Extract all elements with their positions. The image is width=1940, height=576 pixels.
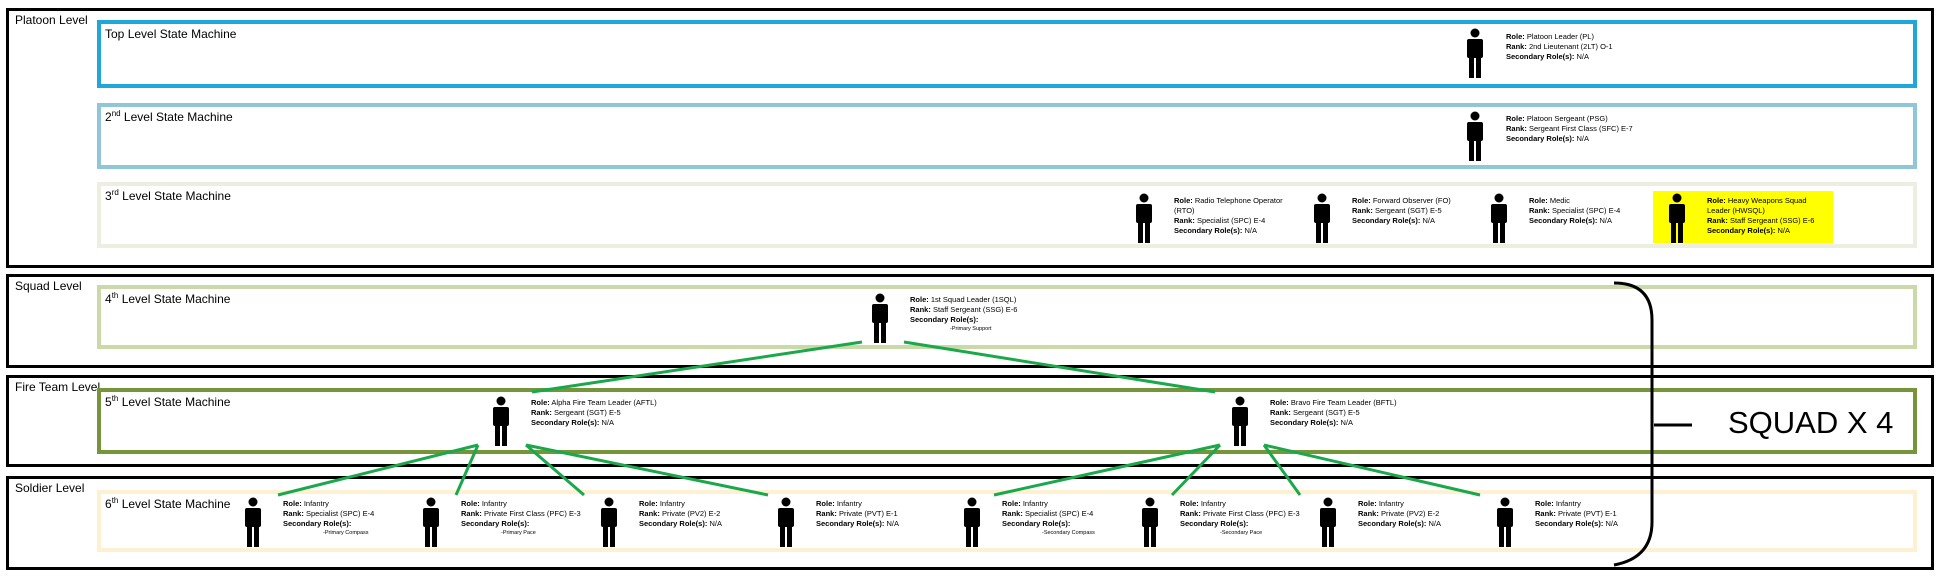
soldier-1-info: Role: Infantry Rank: Specialist (SPC) E-… bbox=[283, 499, 375, 536]
platoon-level-label: Platoon Level bbox=[15, 13, 88, 27]
person-icon bbox=[1467, 28, 1483, 78]
state-machine-l5: 5th Level State Machine bbox=[97, 388, 1917, 454]
person-icon bbox=[1314, 193, 1330, 243]
state-machine-l4: 4th Level State Machine bbox=[97, 285, 1917, 349]
fire-team-level-box: Fire Team Level bbox=[6, 375, 1934, 467]
person-icon bbox=[493, 396, 509, 446]
soldier-6-info: Role: Infantry Rank: Private First Class… bbox=[1180, 499, 1300, 536]
pl-info: Role: Platoon Leader (PL) Rank: 2nd Lieu… bbox=[1506, 32, 1613, 61]
squad-level-label: Squad Level bbox=[15, 279, 82, 293]
state-machine-title: 3rd Level State Machine bbox=[105, 188, 231, 203]
psg-info: Role: Platoon Sergeant (PSG) Rank: Serge… bbox=[1506, 114, 1633, 143]
person-icon bbox=[601, 497, 617, 547]
soldier-4-info: Role: Infantry Rank: Private (PVT) E-1 S… bbox=[816, 499, 899, 528]
person-icon bbox=[778, 497, 794, 547]
state-machine-title: 2nd Level State Machine bbox=[105, 109, 233, 124]
person-icon bbox=[1669, 193, 1685, 243]
state-machine-title: 5th Level State Machine bbox=[105, 394, 231, 409]
hwsql-info: Role: Heavy Weapons Squad Leader (HWSQL)… bbox=[1707, 196, 1815, 235]
person-icon bbox=[872, 293, 888, 343]
soldier-5-info: Role: Infantry Rank: Specialist (SPC) E-… bbox=[1002, 499, 1095, 536]
person-icon bbox=[1232, 396, 1248, 446]
state-machine-title: 4th Level State Machine bbox=[105, 291, 231, 306]
state-machine-title: 6th Level State Machine bbox=[105, 496, 231, 511]
person-icon bbox=[1491, 193, 1507, 243]
state-machine-l1: Top Level State Machine bbox=[97, 20, 1917, 88]
soldier-level-label: Soldier Level bbox=[15, 481, 85, 495]
platoon-level-box: Platoon Level bbox=[6, 8, 1934, 268]
sl-info: Role: 1st Squad Leader (1SQL) Rank: Staf… bbox=[910, 295, 1018, 332]
soldier-7-info: Role: Infantry Rank: Private (PV2) E-2 S… bbox=[1358, 499, 1441, 528]
person-icon bbox=[1497, 497, 1513, 547]
soldier-3-info: Role: Infantry Rank: Private (PV2) E-2 S… bbox=[639, 499, 722, 528]
aftl-info: Role: Alpha Fire Team Leader (AFTL) Rank… bbox=[531, 398, 657, 427]
person-icon bbox=[245, 497, 261, 547]
person-icon bbox=[1467, 111, 1483, 161]
person-icon bbox=[1136, 193, 1152, 243]
soldier-2-info: Role: Infantry Rank: Private First Class… bbox=[461, 499, 581, 536]
soldier-8-info: Role: Infantry Rank: Private (PVT) E-1 S… bbox=[1535, 499, 1618, 528]
bftl-info: Role: Bravo Fire Team Leader (BFTL) Rank… bbox=[1270, 398, 1397, 427]
person-icon bbox=[1142, 497, 1158, 547]
rto-info: Role: Radio Telephone Operator (RTO) Ran… bbox=[1174, 196, 1283, 235]
state-machine-l3: 3rd Level State Machine bbox=[97, 182, 1917, 248]
person-icon bbox=[1320, 497, 1336, 547]
squad-level-box: Squad Level bbox=[6, 274, 1934, 368]
fire-team-level-label: Fire Team Level bbox=[15, 380, 101, 394]
state-machine-l2: 2nd Level State Machine bbox=[97, 103, 1917, 169]
person-icon bbox=[423, 497, 439, 547]
soldier-level-box: Soldier Level bbox=[6, 476, 1934, 570]
state-machine-title: Top Level State Machine bbox=[105, 27, 237, 41]
squad-multiplier-label: SQUAD X 4 bbox=[1728, 405, 1894, 440]
medic-info: Role: Medic Rank: Specialist (SPC) E-4 S… bbox=[1529, 196, 1621, 225]
fo-info: Role: Forward Observer (FO) Rank: Sergea… bbox=[1352, 196, 1451, 225]
person-icon bbox=[964, 497, 980, 547]
